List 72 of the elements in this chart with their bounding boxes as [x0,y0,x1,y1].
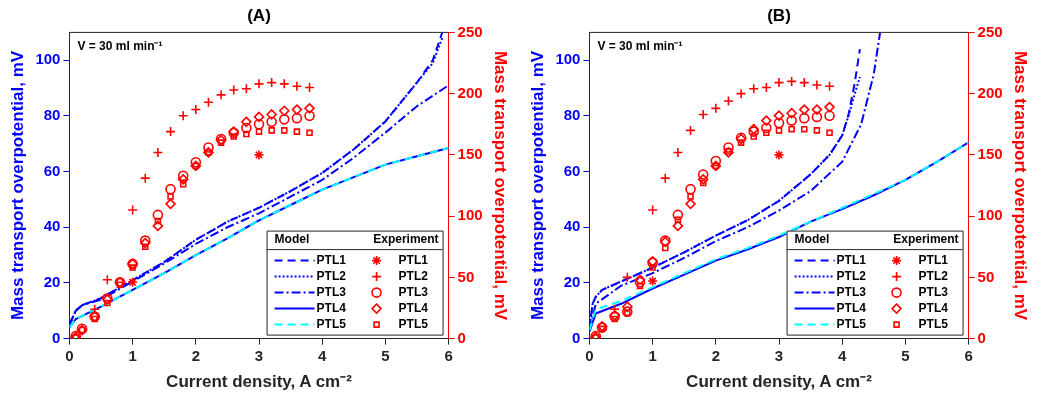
y-tick-label: 40 [563,217,581,235]
y-tick-label: 0 [572,328,581,346]
y2-tick-label: 100 [977,206,1003,224]
legend-label: PTL2 [918,268,949,283]
legend-label: PTL4 [836,300,867,315]
legend-label: PTL4 [316,300,347,315]
x-tick-label: 1 [128,346,137,364]
x-tick-label: 6 [964,346,973,364]
y-tick-label: 100 [555,50,581,68]
x-tick-label: 5 [381,346,390,364]
chart-title: (B) [767,5,791,25]
annotation: V = 30 ml min⁻¹ [77,38,163,53]
x-tick-label: 4 [318,346,328,364]
legend-label: PTL3 [398,284,429,299]
legend-label: PTL4 [918,300,949,315]
x-tick-label: 6 [444,346,453,364]
legend-label: PTL1 [316,252,347,267]
y2-tick-label: 0 [457,328,466,346]
y2-tick-label: 200 [457,83,483,101]
legend-label: PTL3 [316,284,347,299]
annotation: Experiment [893,232,959,247]
legend-label: PTL2 [836,268,867,283]
x-tick-label: 0 [65,346,74,364]
y2-tick-label: 0 [977,328,986,346]
annotation: Model [794,232,830,247]
annotation: Model [274,232,310,247]
x-tick-label: 4 [838,346,848,364]
y-axis-title: Mass transport overpotential, mV [7,50,27,321]
y-tick-label: 40 [43,217,61,235]
y2-tick-label: 250 [457,22,483,40]
y2-axis-title: Mass transport overpotential, mV [1011,50,1031,321]
x-tick-label: 2 [191,346,200,364]
legend-label: PTL3 [836,284,867,299]
legend-label: PTL5 [836,316,867,331]
y2-tick-label: 250 [977,22,1003,40]
y2-tick-label: 50 [977,267,995,285]
annotation: V = 30 ml min⁻¹ [597,38,683,53]
x-axis-title: Current density, A cm⁻² [686,372,873,392]
legend-label: PTL5 [918,316,949,331]
y-tick-label: 100 [35,50,61,68]
x-tick-label: 2 [711,346,720,364]
x-tick-label: 3 [774,346,784,364]
annotation: Experiment [373,232,439,247]
legend-label: PTL2 [316,268,347,283]
legend-label: PTL1 [836,252,867,267]
x-tick-label: 1 [648,346,657,364]
chart-title: (A) [247,5,271,25]
y-axis-title: Mass transport overpotential, mV [527,50,547,321]
legend-label: PTL1 [918,252,949,267]
y2-axis-title: Mass transport overpotential, mV [491,50,511,321]
x-tick-label: 5 [901,346,910,364]
x-axis-title: Current density, A cm⁻² [166,372,353,392]
y-tick-label: 60 [563,161,581,179]
legend-label: PTL5 [316,316,347,331]
legend-label: PTL4 [398,300,429,315]
legend-label: PTL1 [398,252,429,267]
y-tick-label: 20 [43,273,61,291]
legend-label: PTL3 [918,284,949,299]
y-tick-label: 0 [52,328,61,346]
x-tick-label: 3 [254,346,264,364]
y-tick-label: 20 [563,273,581,291]
y-tick-label: 60 [43,161,61,179]
x-tick-label: 0 [585,346,594,364]
y2-tick-label: 100 [457,206,483,224]
y2-tick-label: 150 [977,145,1003,163]
y-tick-label: 80 [43,106,61,124]
legend-label: PTL5 [398,316,429,331]
y2-tick-label: 50 [457,267,475,285]
legend-label: PTL2 [398,268,429,283]
y-tick-label: 80 [563,106,581,124]
y2-tick-label: 200 [977,83,1003,101]
y2-tick-label: 150 [457,145,483,163]
